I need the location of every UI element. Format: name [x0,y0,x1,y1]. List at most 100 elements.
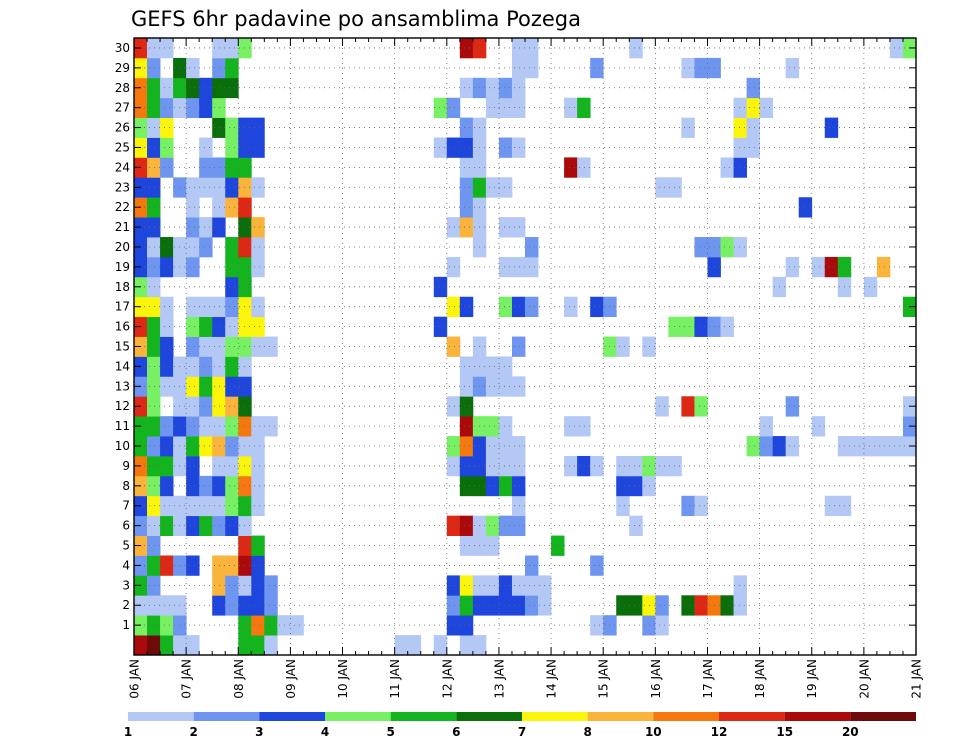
heatmap-cell [811,416,826,437]
heatmap-cell [485,436,500,457]
heatmap-cell [694,495,708,517]
colorbar-segment [850,712,916,721]
heatmap-cell [199,77,213,99]
heatmap-cell [160,296,174,318]
heatmap-cell [616,495,630,517]
heatmap-cell [446,296,461,318]
heatmap-cell [577,416,591,437]
heatmap-cell [160,436,174,457]
colorbar-label: 15 [776,725,793,739]
x-tick-label: 17 JAN [701,659,715,699]
heatmap-cell [212,117,226,138]
chart-title: GEFS 6hr padavine po ansamblima Pozega [131,7,581,31]
heatmap-cell [694,396,708,417]
heatmap-cell [863,276,878,298]
y-tick-label: 9 [122,459,130,473]
heatmap-cell [199,177,213,198]
x-tick-label: 12 JAN [440,659,454,699]
colorbar-label: 4 [321,725,329,739]
heatmap-cell [433,97,448,119]
heatmap-cell [694,595,708,616]
heatmap-cell [199,97,213,119]
heatmap-cell [147,217,161,238]
heatmap-cell [525,575,539,596]
heatmap-cell [147,137,161,158]
y-tick-label: 17 [115,300,130,314]
heatmap-cell [225,177,239,198]
heatmap-cell [212,356,226,377]
heatmap-cell [251,436,265,457]
heatmap-cell [525,555,539,576]
heatmap-cell [147,97,161,119]
heatmap-cell [746,117,760,138]
heatmap-cell [160,515,174,536]
heatmap-cell [459,356,474,377]
heatmap-cell [290,615,304,636]
x-tick-label: 21 JAN [910,659,924,699]
heatmap-cell [225,117,239,138]
colorbar-label: 8 [584,725,592,739]
colorbar-segment [456,712,522,721]
heatmap-cell [147,615,161,636]
heatmap-cell [199,416,213,437]
heatmap-cell [212,336,226,357]
heatmap-cell [655,455,669,477]
heatmap-cell [446,217,461,238]
heatmap-cell [498,137,513,158]
heatmap-cell [498,217,513,238]
heatmap-cell [225,376,239,397]
heatmap-cell [225,237,239,258]
heatmap-cell [186,635,200,656]
heatmap-cell [147,475,161,497]
heatmap-cell [186,316,200,337]
heatmap-cell [212,455,226,477]
colorbar-label: 12 [711,725,728,739]
heatmap-cell [264,575,278,596]
heatmap-cell [668,316,682,337]
heatmap-cell [525,237,539,258]
heatmap-cell [446,137,461,158]
heatmap-cell [186,455,200,477]
heatmap-cell [251,416,265,437]
heatmap-cell [720,595,734,616]
heatmap-cell [225,137,239,158]
colorbar-segment [653,712,719,721]
x-tick-label: 06 JAN [128,659,142,699]
heatmap-cell [147,316,161,337]
heatmap-cell [616,336,630,357]
heatmap-cell [160,495,174,517]
y-tick-label: 6 [122,519,130,533]
heatmap-cell [212,575,226,596]
heatmap-cell [225,396,239,417]
heatmap-cell [147,276,161,298]
heatmap-cell [511,38,526,59]
heatmap-cell [212,495,226,517]
heatmap-cell [251,237,265,258]
heatmap-cell [525,296,539,318]
heatmap-cell [876,256,891,278]
heatmap-cell [251,595,265,616]
heatmap-cell [459,137,474,158]
y-tick-label: 26 [115,121,130,135]
heatmap-cell [459,38,474,59]
heatmap-cell [459,77,474,99]
heatmap-cell [511,256,526,278]
colorbar-segment [719,712,785,721]
colorbar-label: 3 [255,725,263,739]
y-tick-label: 27 [115,101,130,115]
heatmap-cell [186,475,200,497]
heatmap-cell [525,57,539,79]
heatmap-cell [186,376,200,397]
heatmap-cell [459,455,474,477]
heatmap-cell [225,555,239,576]
heatmap-cell [238,635,252,656]
heatmap-cell [498,416,513,437]
heatmap-cell [186,495,200,517]
heatmap-cell [212,436,226,457]
heatmap-cell [446,436,461,457]
heatmap-cell [655,595,669,616]
heatmap-cell [485,515,500,536]
heatmap-cell [147,535,161,556]
heatmap-cell [225,455,239,477]
heatmap-cell [498,515,513,536]
